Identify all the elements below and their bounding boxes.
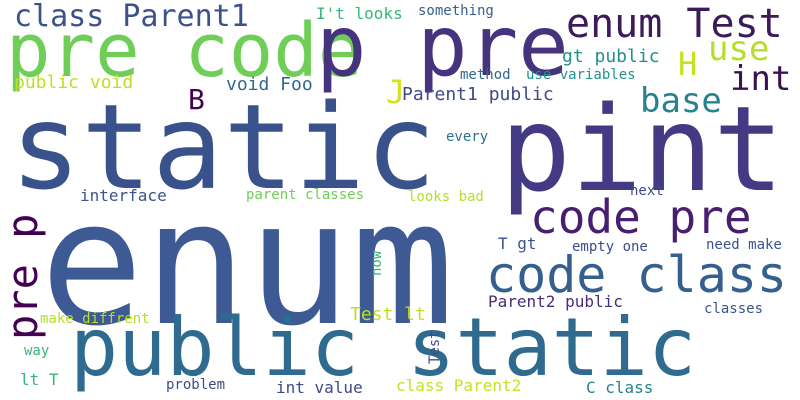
word-parent2-public: Parent2 public (488, 292, 623, 311)
word-interface: interface (80, 186, 167, 205)
word-class-parent2: class Parent2 (396, 376, 522, 395)
word-something: something (418, 3, 494, 19)
word-public-void: public void (14, 72, 134, 93)
word-h: H (678, 45, 698, 83)
word-way: way (24, 343, 50, 359)
word-next: next (630, 183, 664, 199)
word-class-parent1: class Parent1 (14, 0, 249, 34)
word-lt-t: lt T (20, 370, 59, 389)
word-problem: problem (166, 377, 226, 393)
word-enum-test: enum Test (566, 1, 783, 47)
word-pre-p: pre p (0, 213, 47, 340)
word-c-class: C class (586, 378, 654, 397)
word-its-looks: I't looks (316, 4, 403, 23)
word-enum: enum (40, 163, 455, 364)
word-now: now (369, 250, 385, 276)
word-every: every (446, 129, 489, 145)
word-need-make: need make (706, 237, 782, 253)
word-public-static: public static (70, 301, 697, 394)
word-test-lt: Test lt (350, 304, 426, 325)
word-code-class: code class (486, 246, 788, 304)
word-int-value: int value (276, 378, 363, 397)
word-parent1-public: Parent1 public (402, 84, 554, 105)
word-method: method (460, 67, 511, 83)
word-j: J (386, 73, 406, 111)
word-classes: classes (704, 301, 764, 317)
word-looks-bad: looks bad (408, 189, 484, 205)
word-make-diffrent: make diffrent (40, 311, 150, 327)
word-parent-classes: parent classes (246, 187, 365, 203)
word-static: static (10, 78, 437, 216)
word-use: use (708, 29, 770, 69)
word-base: base (640, 81, 722, 121)
word-b: B (188, 83, 205, 116)
word-gt-public: gt public (562, 46, 660, 67)
word-pre-code: pre code (6, 8, 363, 94)
word-code-pre: code pre (530, 190, 752, 244)
word-int: int (730, 59, 792, 99)
word-p-pre: p pre (316, 0, 569, 95)
word-empty-one: empty one (572, 239, 648, 255)
word-void-foo: void Foo (226, 74, 313, 95)
word-t-gt: T gt (498, 234, 537, 253)
word-pint: pint (500, 80, 785, 218)
word-test: Test (427, 330, 443, 364)
word-use-variables: use variables (526, 67, 636, 83)
